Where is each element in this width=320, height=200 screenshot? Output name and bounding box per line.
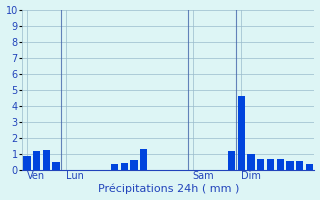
Bar	[33, 151, 40, 170]
Bar	[131, 160, 138, 170]
Bar	[111, 164, 118, 170]
Bar	[23, 156, 30, 170]
Bar	[277, 159, 284, 170]
Bar	[247, 154, 255, 170]
Bar	[257, 159, 265, 170]
Bar	[296, 161, 303, 170]
Bar	[140, 149, 148, 170]
Bar	[238, 96, 245, 170]
X-axis label: Précipitations 24h ( mm ): Précipitations 24h ( mm )	[98, 184, 239, 194]
Bar	[267, 159, 274, 170]
Bar	[286, 161, 294, 170]
Bar	[52, 162, 60, 170]
Bar	[306, 164, 313, 170]
Bar	[43, 150, 50, 170]
Bar	[228, 151, 235, 170]
Bar	[121, 163, 128, 170]
